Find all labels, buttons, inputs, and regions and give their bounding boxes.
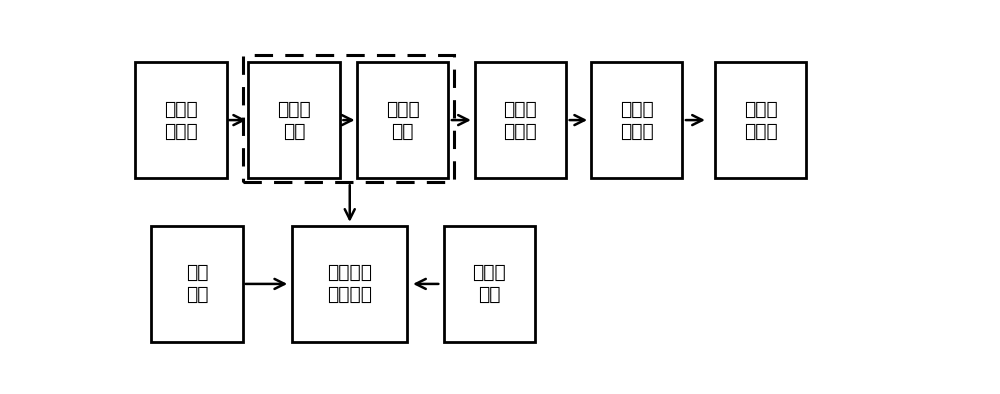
Text: 数据处
理模块: 数据处 理模块: [620, 100, 653, 141]
Bar: [715, 62, 806, 178]
Bar: [357, 62, 448, 178]
Text: 图像显
示模块: 图像显 示模块: [744, 100, 777, 141]
Bar: [243, 55, 454, 182]
Text: 扫频激
光模块: 扫频激 光模块: [164, 100, 198, 141]
Text: 探测器
模块: 探测器 模块: [386, 100, 419, 141]
Bar: [135, 62, 227, 178]
Bar: [444, 226, 535, 342]
Bar: [292, 226, 407, 342]
Text: 干涉仪
模块: 干涉仪 模块: [277, 100, 311, 141]
Text: 数据采
集模块: 数据采 集模块: [503, 100, 537, 141]
Text: 充放气
设备: 充放气 设备: [472, 264, 506, 305]
Bar: [591, 62, 682, 178]
Text: 执行
机构: 执行 机构: [186, 264, 208, 305]
Bar: [475, 62, 566, 178]
Text: 微探头与
球囊导管: 微探头与 球囊导管: [327, 264, 372, 305]
Bar: [248, 62, 340, 178]
Bar: [151, 226, 243, 342]
